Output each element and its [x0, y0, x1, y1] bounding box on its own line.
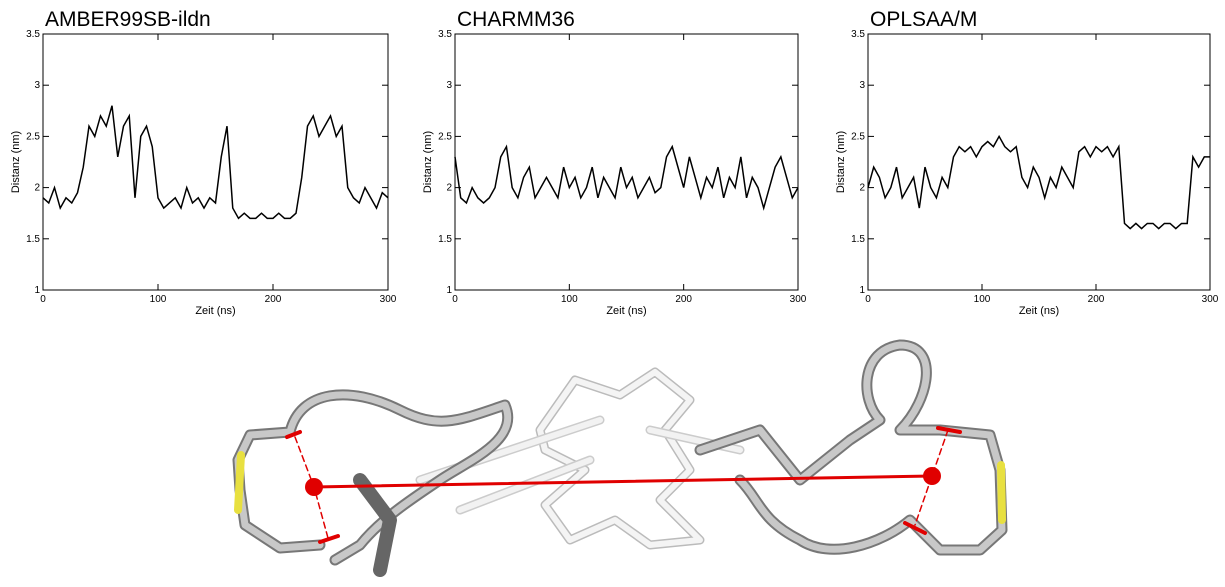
y-tick-label: 1.5: [26, 234, 40, 245]
y-tick-label: 2.5: [438, 131, 452, 142]
y-tick-label: 1.5: [851, 234, 865, 245]
chart-title: AMBER99SB-ildn: [45, 8, 211, 31]
y-tick-label: 3.5: [438, 29, 452, 40]
chart-panel: OPLSAA/M 1 1.5 2 2.5 3 3.5 0 100 200 300 Zeit (ns) D…: [835, 8, 1219, 317]
chart-panel: CHARMM36 1 1.5 2 2.5 3 3.5 0 100 200 300 Zeit (ns) D…: [422, 8, 807, 317]
y-tick-label: 2: [859, 183, 865, 194]
y-tick-label: 1: [446, 285, 452, 296]
x-tick-label: 200: [265, 294, 282, 305]
x-tick-label: 200: [1088, 294, 1105, 305]
x-tick-label: 0: [40, 294, 46, 305]
x-tick-label: 300: [380, 294, 397, 305]
y-tick-label: 3: [446, 80, 452, 91]
y-axis-label: Distanz (nm): [835, 131, 847, 193]
chart-title: CHARMM36: [457, 8, 575, 31]
y-axis-label: Distanz (nm): [10, 131, 22, 193]
x-tick-label: 100: [974, 294, 991, 305]
x-tick-label: 300: [1202, 294, 1219, 305]
y-axis-label: Distanz (nm): [422, 131, 434, 193]
plot-frame: [454, 33, 799, 291]
x-tick-label: 200: [675, 294, 692, 305]
x-tick-label: 0: [865, 294, 871, 305]
x-axis-label: Zeit (ns): [606, 305, 646, 317]
y-tick-label: 1: [34, 285, 40, 296]
y-tick-label: 3.5: [26, 29, 40, 40]
x-axis-label: Zeit (ns): [1019, 305, 1059, 317]
y-tick-label: 2: [446, 183, 452, 194]
data-line: [42, 105, 389, 220]
x-tick-label: 0: [452, 294, 458, 305]
x-axis-label: Zeit (ns): [195, 305, 235, 317]
y-tick-label: 2.5: [851, 131, 865, 142]
plot-frame: [42, 33, 389, 291]
chart-panel: AMBER99SB-ildn 1 1.5 2 2.5 3 3.5 0 100 200 300 Zeit…: [10, 8, 397, 317]
y-tick-label: 3: [34, 80, 40, 91]
data-line: [867, 134, 1210, 230]
y-tick-label: 3.5: [851, 29, 865, 40]
plot-frame: [867, 33, 1211, 291]
x-tick-label: 100: [150, 294, 167, 305]
y-tick-label: 1.5: [438, 234, 452, 245]
y-tick-label: 1: [859, 285, 865, 296]
x-tick-label: 300: [790, 294, 807, 305]
chart-title: OPLSAA/M: [870, 8, 977, 31]
data-line: [454, 144, 799, 211]
y-tick-label: 2.5: [26, 131, 40, 142]
y-tick-label: 3: [859, 80, 865, 91]
x-tick-label: 100: [561, 294, 578, 305]
molecule: [232, 339, 1008, 577]
y-tick-label: 2: [34, 183, 40, 194]
